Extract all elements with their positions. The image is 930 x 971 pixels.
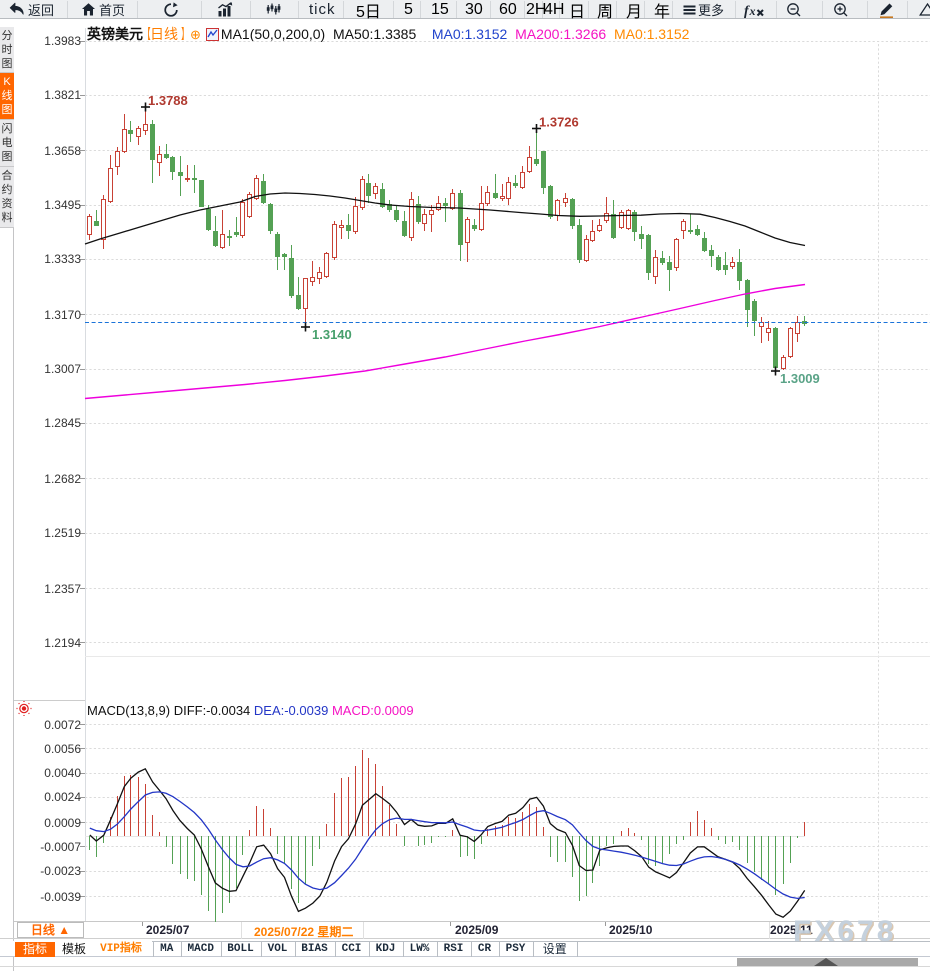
svg-text:1.3140: 1.3140 <box>312 327 352 342</box>
svg-text:f: f <box>744 4 750 18</box>
svg-text:1.3788: 1.3788 <box>148 93 188 108</box>
svg-text:1.3726: 1.3726 <box>539 115 579 130</box>
svg-text:x: x <box>749 4 756 18</box>
svg-text:1.3009: 1.3009 <box>780 371 820 386</box>
